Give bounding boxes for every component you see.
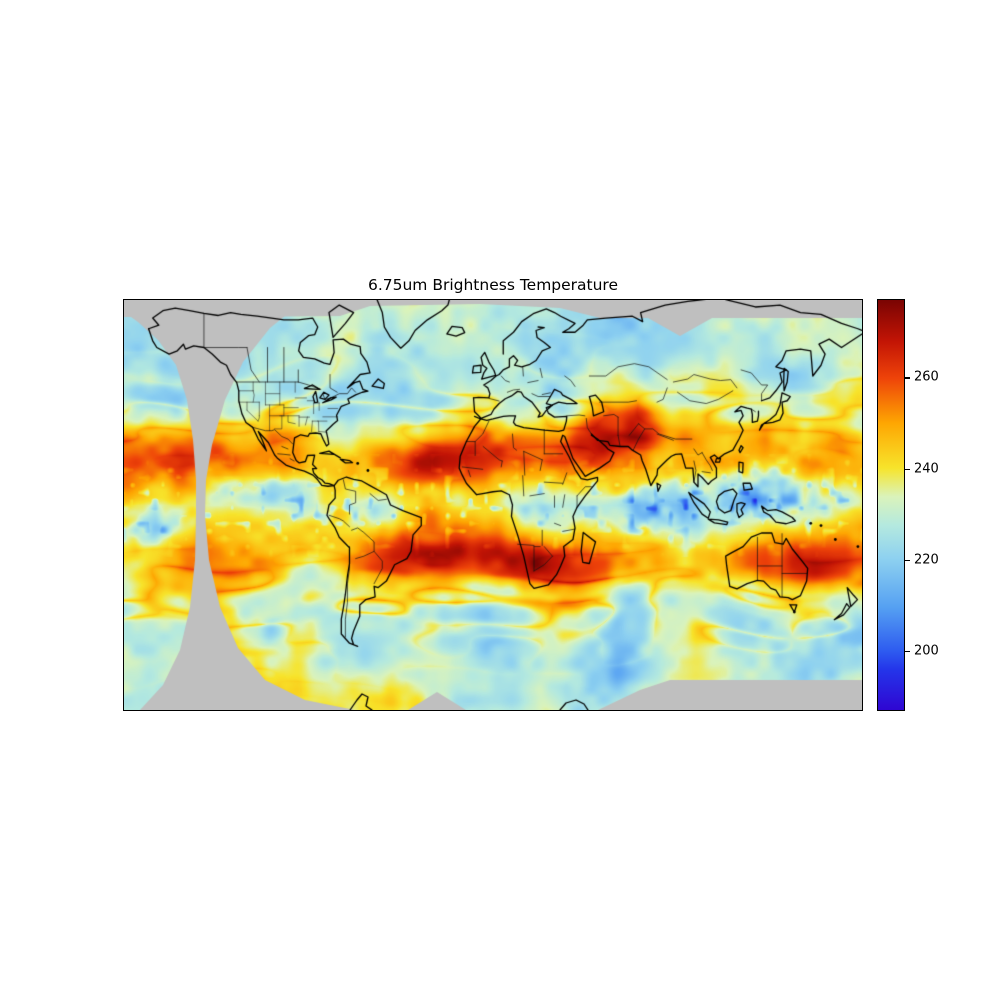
colorbar-tick-mark <box>904 559 910 561</box>
map-frame <box>123 299 863 711</box>
colorbar-tick-mark <box>904 650 910 652</box>
colorbar-tick-label: 220 <box>914 552 939 568</box>
colorbar-tick-label: 200 <box>914 643 939 659</box>
colorbar-tick-label: 260 <box>914 369 939 385</box>
colorbar-tick-mark <box>904 468 910 470</box>
colorbar-tick-label: 240 <box>914 461 939 477</box>
colorbar-gradient <box>878 300 904 710</box>
plot-title: 6.75um Brightness Temperature <box>367 276 619 294</box>
brightness-temperature-map <box>124 300 862 710</box>
colorbar-tick-mark <box>904 377 910 379</box>
colorbar <box>877 299 905 711</box>
